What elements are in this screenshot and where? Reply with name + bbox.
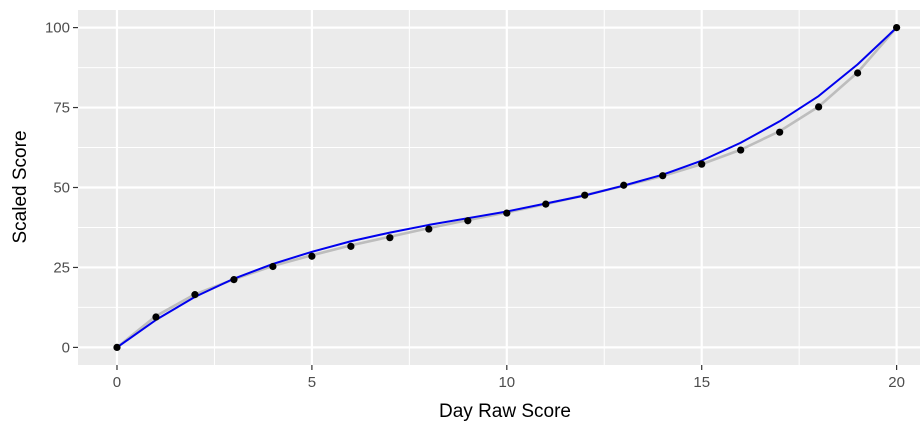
data-point	[581, 191, 589, 199]
data-point	[230, 276, 238, 284]
data-point	[815, 103, 823, 111]
data-point	[464, 217, 472, 225]
y-axis-title: Scaled Score	[10, 130, 31, 243]
data-points	[113, 23, 901, 352]
data-point	[308, 252, 316, 260]
data-point	[386, 234, 394, 242]
data-point	[347, 242, 355, 250]
x-axis-title: Day Raw Score	[439, 401, 571, 422]
x-tick-label: 10	[498, 374, 515, 391]
data-point	[893, 23, 901, 32]
x-tick-label: 20	[888, 374, 905, 391]
data-point	[503, 209, 511, 217]
data-point	[152, 313, 160, 321]
data-point	[191, 291, 199, 299]
x-tick-label: 15	[693, 374, 710, 391]
data-point	[269, 262, 277, 271]
data-point	[542, 200, 550, 208]
x-tick-label: 5	[308, 374, 316, 391]
data-point	[776, 128, 784, 136]
data-point	[620, 181, 628, 189]
y-tick-label: 75	[53, 100, 70, 117]
y-tick-label: 50	[53, 180, 70, 197]
data-point	[698, 160, 706, 168]
y-tick-label: 0	[62, 339, 70, 356]
data-point	[113, 343, 121, 352]
data-point	[659, 172, 667, 180]
data-point	[854, 69, 862, 77]
x-tick-label: 0	[113, 374, 121, 391]
y-tick-label: 25	[53, 259, 70, 276]
data-point	[737, 146, 745, 154]
axes: 0 5 10 15 20 0 25 50 75 100	[45, 20, 905, 391]
grid-lines	[78, 10, 920, 365]
data-point	[425, 225, 433, 233]
y-tick-label: 100	[45, 20, 70, 37]
